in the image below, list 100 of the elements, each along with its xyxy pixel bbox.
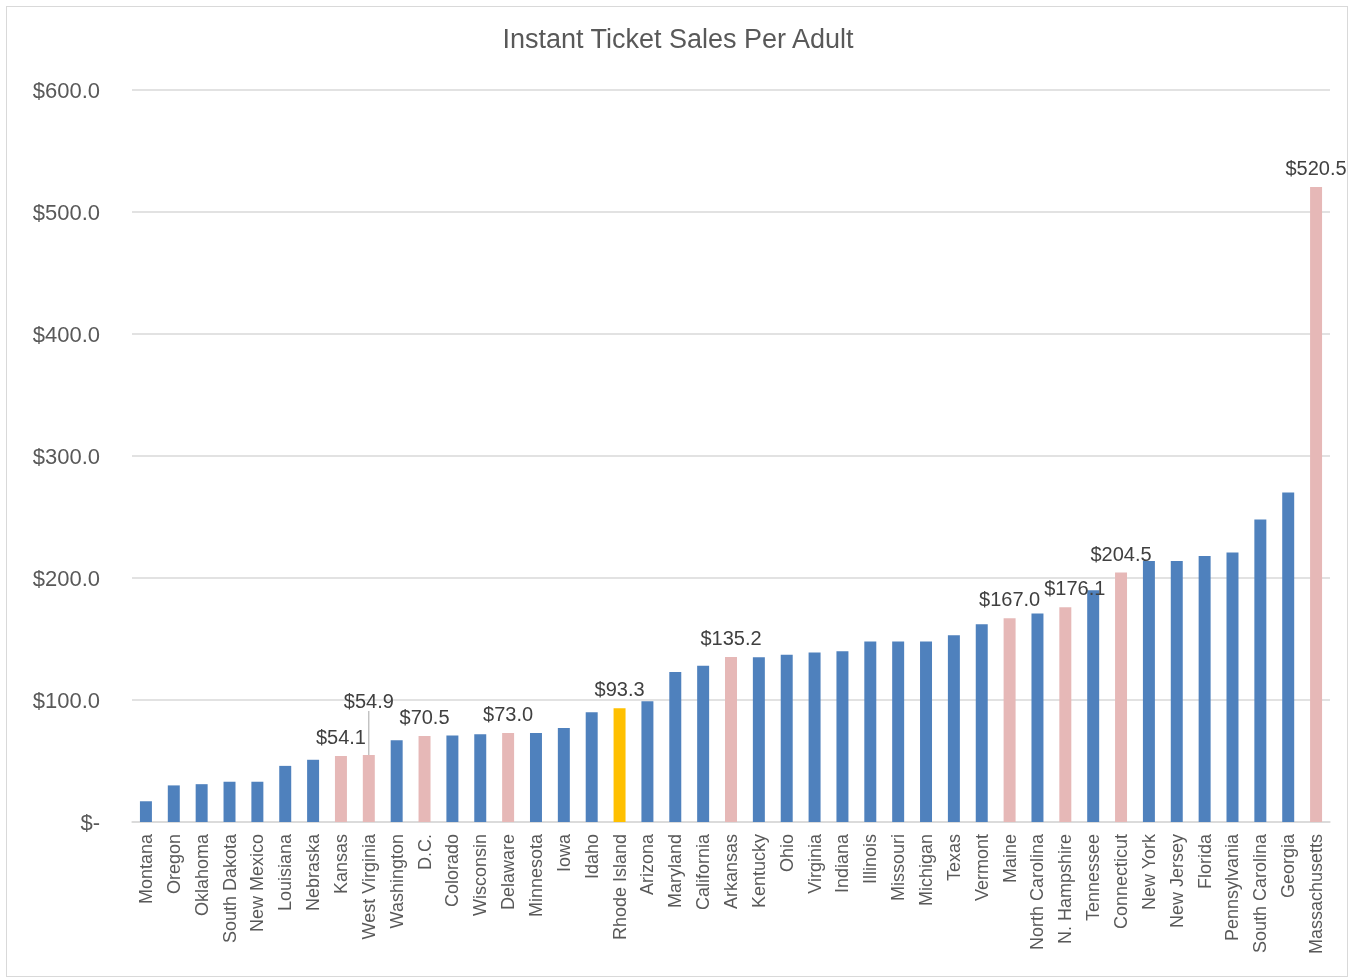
y-tick-label: $300.0 [32, 443, 100, 469]
data-label: $70.5 [399, 705, 450, 728]
x-tick-label: New York [1138, 833, 1159, 911]
x-tick-label: Arkansas [721, 834, 741, 910]
x-tick-label: Kansas [330, 834, 351, 895]
x-tick-label: Missouri [888, 834, 909, 902]
bar [502, 732, 515, 822]
bar [557, 728, 570, 822]
bar [195, 784, 208, 822]
bar [585, 712, 598, 822]
bar [390, 740, 403, 822]
x-tick-label: Maryland [665, 834, 686, 909]
bar [334, 756, 347, 822]
bar [836, 651, 849, 822]
x-tick-label: New Jersey [1166, 834, 1187, 929]
x-tick-label: Montana [135, 833, 156, 905]
bar [1310, 186, 1323, 822]
x-tick-label: West Virginia [358, 833, 379, 940]
bar [1254, 519, 1267, 822]
bar [613, 708, 626, 822]
x-tick-label: Michigan [916, 834, 937, 907]
bar [892, 641, 905, 822]
bar [474, 734, 487, 822]
bar [808, 652, 821, 822]
x-tick-label: Oklahoma [191, 833, 212, 917]
data-label: $204.5 [1090, 542, 1152, 565]
bar [920, 641, 933, 822]
x-tick-label: South Carolina [1250, 833, 1271, 954]
bar [307, 759, 320, 822]
chart-title: Instant Ticket Sales Per Adult [502, 23, 855, 54]
data-label: $167.0 [979, 588, 1041, 611]
x-tick-label: Delaware [498, 834, 519, 911]
x-tick-label: D.C. [414, 834, 435, 870]
data-label: $54.9 [343, 690, 394, 712]
x-tick-label: Texas [943, 834, 964, 882]
bar [1003, 618, 1016, 822]
x-tick-label: Connecticut [1111, 834, 1132, 930]
x-tick-label: Idaho [581, 834, 602, 880]
x-tick-label: Iowa [553, 833, 574, 873]
bar [1059, 607, 1072, 822]
x-tick-label: Rhode Island [609, 834, 630, 941]
x-tick-label: Pennsylvania [1222, 833, 1243, 942]
bar [223, 781, 236, 822]
bar [529, 732, 542, 822]
x-tick-label: Kentucky [748, 834, 769, 909]
bar [1282, 492, 1295, 822]
data-label: $520.5 [1285, 156, 1347, 179]
data-label: $135.2 [700, 627, 762, 650]
x-tick-label: Vermont [971, 834, 992, 902]
x-tick-label: Arizona [637, 833, 658, 896]
bar [446, 735, 459, 822]
y-tick-label: $400.0 [32, 321, 100, 347]
x-tick-label: N. Hampshire [1055, 834, 1076, 945]
x-tick-label: Tennessee [1083, 834, 1104, 922]
y-tick-label: $500.0 [32, 199, 100, 225]
data-label: $73.0 [483, 702, 534, 725]
x-tick-label: Georgia [1278, 833, 1299, 899]
x-tick-label: Louisiana [275, 833, 296, 912]
x-tick-label: Colorado [442, 834, 463, 908]
bar [1170, 560, 1183, 822]
bar [641, 701, 654, 822]
bar [1226, 552, 1239, 822]
x-tick-label: Illinois [860, 834, 881, 885]
x-tick-label: Massachusetts [1306, 834, 1327, 955]
x-tick-label: Florida [1194, 833, 1215, 890]
bar [975, 624, 988, 822]
x-tick-label: California [693, 833, 714, 911]
x-tick-label: Wisconsin [470, 834, 491, 917]
x-tick-label: New Mexico [247, 834, 268, 933]
x-tick-label: Maine [999, 834, 1020, 884]
bar [167, 785, 180, 822]
bar [139, 801, 152, 822]
y-tick-label: $- [80, 809, 100, 835]
bar [279, 765, 292, 822]
x-tick-label: South Dakota [219, 833, 240, 944]
bar [864, 641, 877, 822]
bar [251, 781, 264, 822]
data-label: $176.1 [1044, 577, 1106, 600]
bar [752, 657, 765, 822]
x-tick-label: Washington [386, 834, 407, 929]
bar [1031, 613, 1044, 822]
bar [947, 635, 960, 822]
bar [362, 755, 375, 822]
bar [1198, 556, 1211, 822]
bar [418, 735, 431, 822]
data-label: $93.3 [594, 678, 645, 701]
x-tick-label: North Carolina [1027, 833, 1048, 951]
x-tick-label: Virginia [804, 833, 825, 894]
bar [1115, 572, 1128, 822]
bar [697, 665, 710, 822]
data-label: $54.1 [315, 726, 366, 748]
x-tick-label: Oregon [163, 834, 184, 895]
x-tick-label: Ohio [776, 834, 797, 873]
bar [669, 671, 682, 822]
y-tick-label: $200.0 [32, 565, 100, 591]
x-tick-label: Nebraska [303, 833, 324, 912]
x-tick-label: Minnesota [525, 833, 546, 918]
bar [780, 654, 793, 822]
x-tick-label: Indiana [832, 833, 853, 894]
y-tick-label: $600.0 [32, 77, 100, 103]
